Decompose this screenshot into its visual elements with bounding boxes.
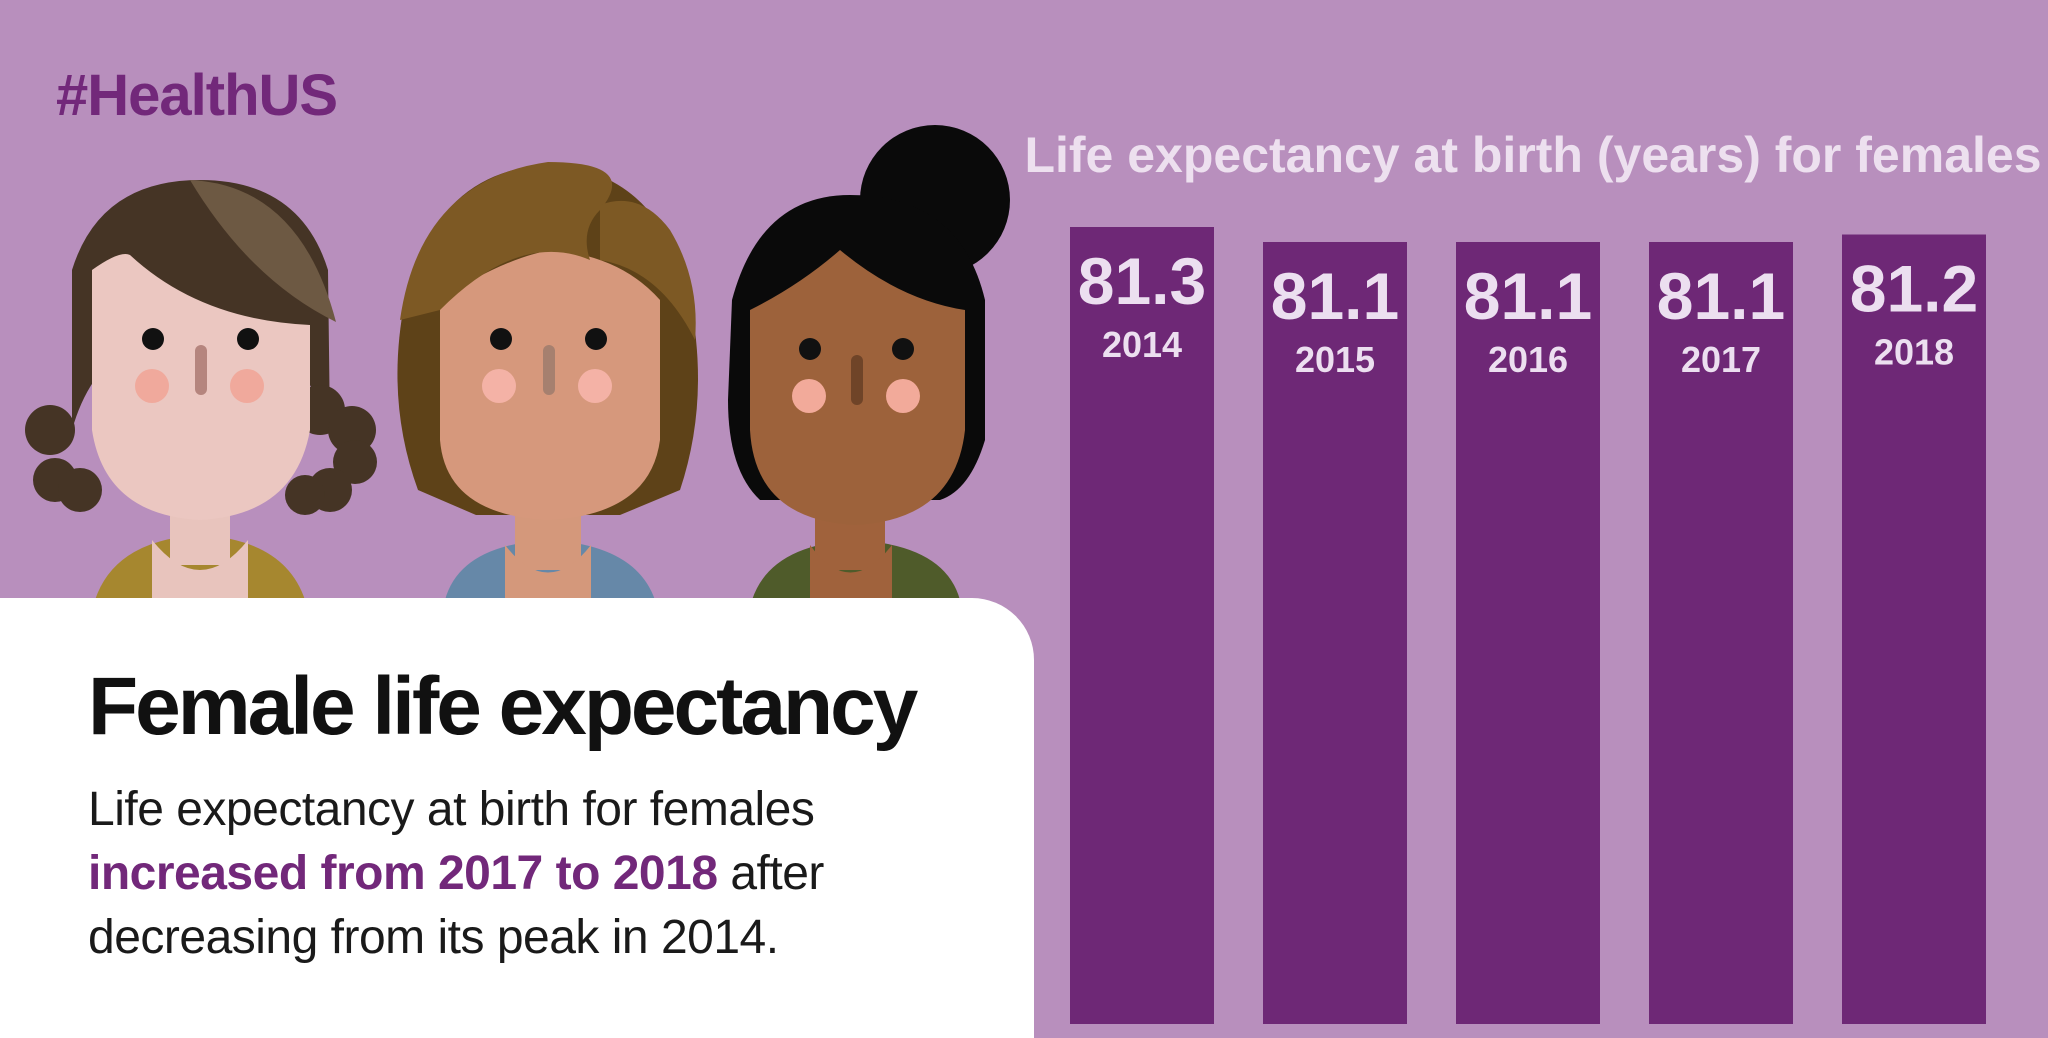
woman-figure-curly-dark-hair [25, 180, 377, 600]
card-heading: Female life expectancy [88, 661, 918, 752]
bar-category-label-2018: 2018 [1874, 332, 1954, 373]
bar-value-label-2015: 81.1 [1271, 259, 1399, 333]
bar-category-label-2017: 2017 [1681, 339, 1761, 380]
card-body-part2: after decreasing from its peak in 2014. [88, 847, 824, 964]
chart-title: Life expectancy at birth (years) for fem… [1024, 127, 2041, 183]
info-card [0, 598, 1034, 1038]
bar-value-label-2018: 81.2 [1850, 252, 1978, 326]
bars-group: 81.3 2014 81.1 2015 81.1 2016 81.1 2017 81.2 2018 [1070, 227, 1986, 1024]
bar-value-label-2014: 81.3 [1078, 244, 1206, 318]
bar-value-label-2016: 81.1 [1464, 259, 1592, 333]
card-body-highlight: increased from 2017 to 2018 [88, 847, 718, 900]
illustration-women [25, 125, 1010, 600]
bar-value-label-2017: 81.1 [1657, 259, 1785, 333]
bar-category-label-2014: 2014 [1102, 324, 1182, 365]
bar-2018 [1842, 234, 1986, 1024]
bar-2016 [1456, 242, 1600, 1024]
hashtag: #HealthUS [56, 63, 338, 128]
woman-figure-black-hair-bun [728, 125, 1010, 600]
bar-category-label-2016: 2016 [1488, 339, 1568, 380]
bar-category-label-2015: 2015 [1295, 339, 1375, 380]
bar-2015 [1263, 242, 1407, 1024]
woman-figure-light-brown-bob [397, 162, 698, 600]
card-body-part1: Life expectancy at birth for females [88, 783, 815, 836]
bar-2014 [1070, 227, 1214, 1024]
bar-2017 [1649, 242, 1793, 1024]
card-body-text: Life expectancy at birth for females inc… [88, 778, 988, 970]
